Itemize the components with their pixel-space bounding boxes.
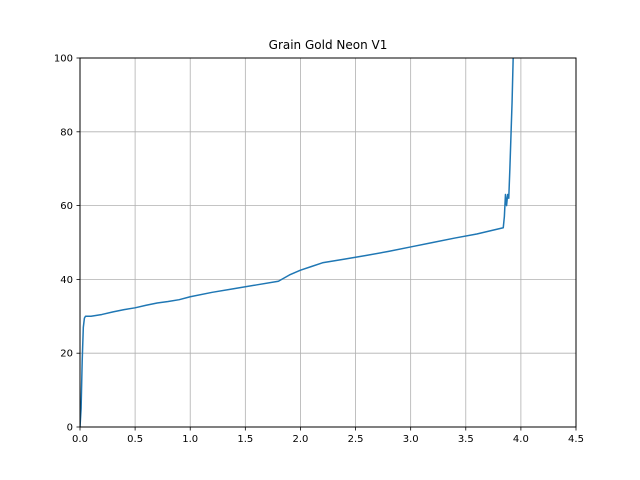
x-tick-label: 0.0: [72, 434, 88, 445]
x-tick-label: 1.0: [182, 434, 198, 445]
y-tick-label: 60: [60, 201, 73, 212]
x-tick-label: 3.0: [403, 434, 419, 445]
y-tick-label: 100: [54, 54, 73, 65]
y-tick-label: 0: [67, 423, 73, 434]
x-tick-label: 1.5: [237, 434, 253, 445]
x-axis: 0.0 0.5 1.0 1.5 2.0 2.5 3.0 3.5 4.0 4.5: [72, 427, 584, 445]
x-tick-label: 2.5: [348, 434, 364, 445]
y-tick-label: 40: [60, 275, 73, 286]
data-series: [80, 58, 514, 427]
y-axis: 0 20 40 60 80 100: [54, 54, 80, 434]
series-line-0: [80, 58, 514, 427]
chart-title: Grain Gold Neon V1: [269, 38, 388, 52]
y-tick-label: 80: [60, 127, 73, 138]
x-tick-label: 3.5: [458, 434, 474, 445]
x-tick-label: 0.5: [127, 434, 143, 445]
x-tick-label: 2.0: [292, 434, 308, 445]
axes-frame: [79, 57, 577, 428]
y-tick-label: 20: [60, 349, 73, 360]
x-tick-label: 4.5: [568, 434, 584, 445]
x-tick-label: 4.0: [513, 434, 529, 445]
